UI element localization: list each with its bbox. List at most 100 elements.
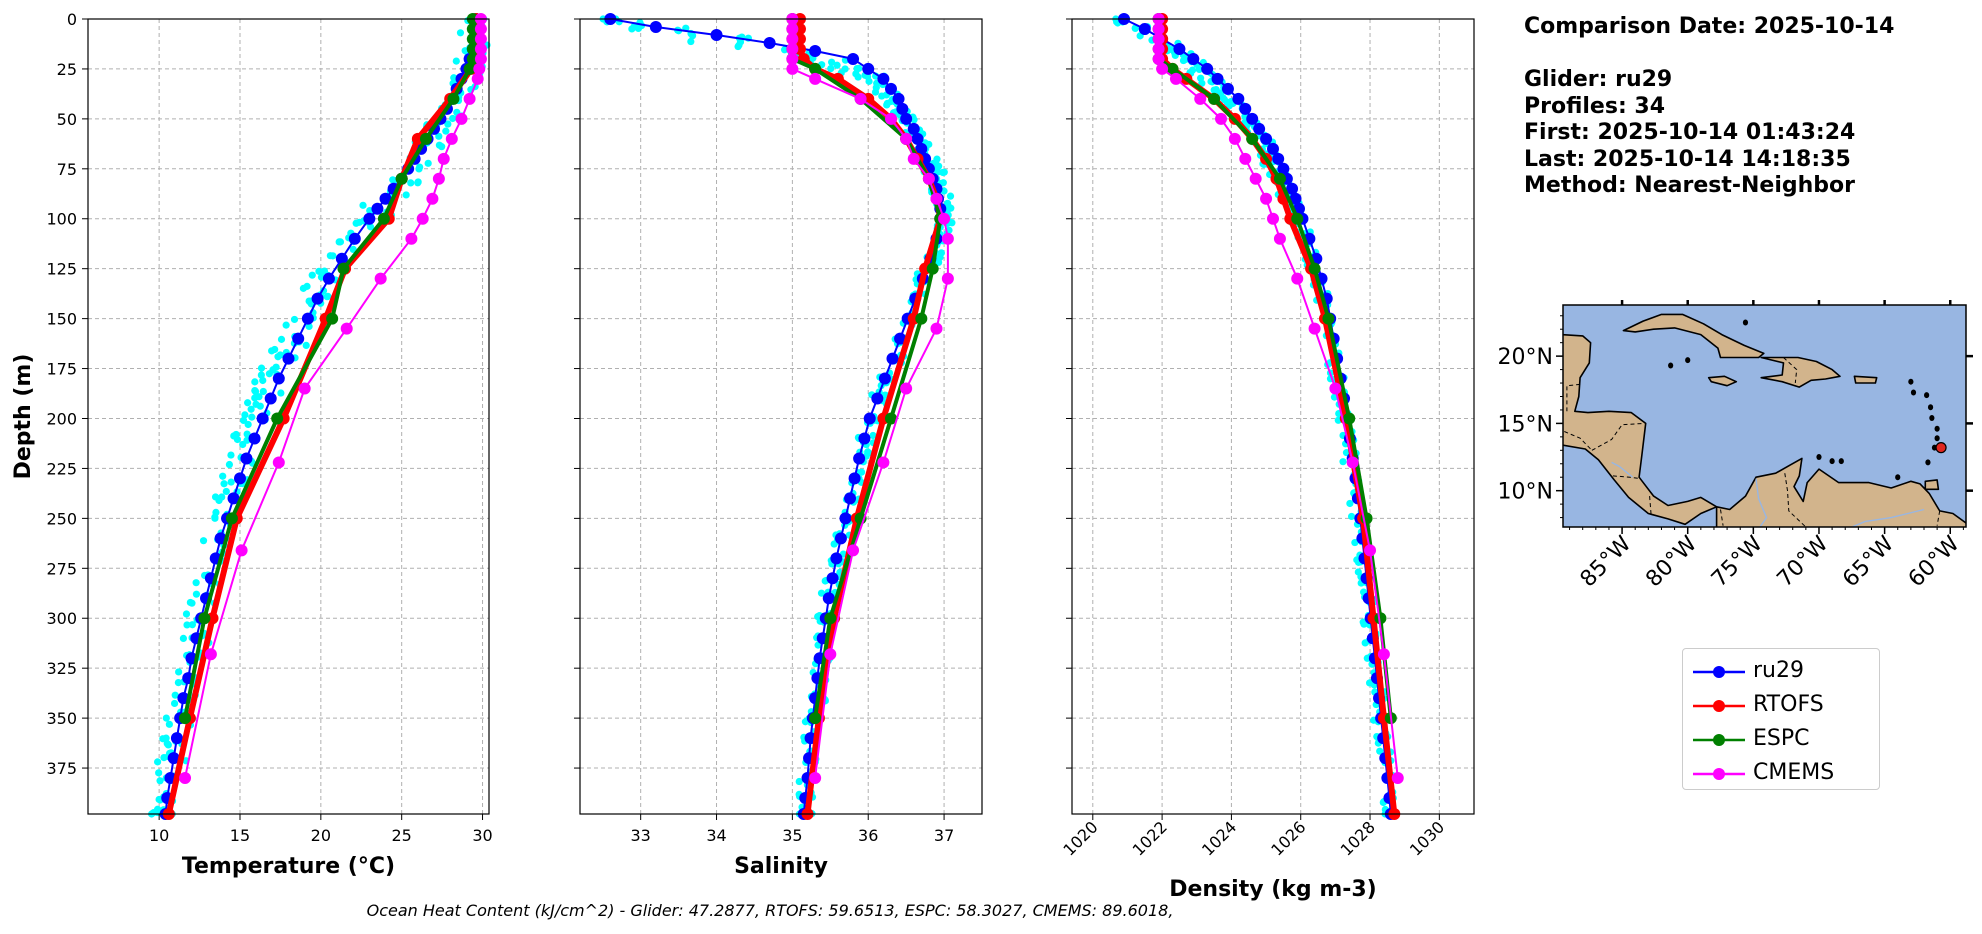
series-point-ru29 (1239, 102, 1252, 115)
glider-raw-point (222, 487, 230, 496)
land-island (1910, 389, 1917, 396)
series-point-ru29 (884, 82, 897, 95)
series-point-cmems (786, 52, 799, 65)
series-point-ru29 (240, 452, 253, 465)
land-island (1934, 435, 1940, 442)
series-point-espc (337, 262, 350, 275)
series-point-cmems (786, 62, 799, 75)
x-axis-label: Temperature (°C) (182, 854, 395, 879)
land-island (1816, 454, 1822, 461)
series-point-cmems (374, 272, 387, 285)
y-tick-label: 75 (57, 160, 77, 179)
series-point-cmems (900, 382, 913, 395)
land-island (1934, 425, 1940, 432)
series-point-ru29 (848, 472, 861, 485)
glider-raw-point (164, 741, 172, 749)
glider-raw-point (736, 38, 745, 46)
first-time: First: 2025-10-14 01:43:24 (1524, 120, 1856, 145)
glider-raw-point (243, 430, 251, 438)
map-lon-label: 80°W (1641, 531, 1702, 592)
series-point-cmems (1273, 232, 1286, 245)
glider-raw-point (795, 777, 803, 786)
series-point-ru29 (878, 372, 891, 385)
glider-raw-point (435, 141, 444, 149)
land-central-america (1563, 333, 1718, 526)
glider-raw-point (188, 621, 197, 629)
series-point-cmems (1291, 272, 1304, 285)
glider-raw-point (227, 451, 235, 459)
glider-raw-point (444, 120, 452, 128)
series-point-espc (1273, 172, 1286, 185)
series-point-ru29 (886, 352, 899, 365)
glider-raw-point (435, 132, 443, 140)
glider-raw-point (883, 101, 891, 109)
series-point-cmems (847, 544, 860, 557)
glider-raw-point (1339, 458, 1347, 466)
x-tick-label: 25 (392, 826, 412, 845)
series-point-cmems (179, 772, 192, 785)
y-tick-label: 350 (46, 709, 77, 728)
series-point-ru29 (826, 572, 839, 585)
legend-item-cmems: CMEMS (1683, 757, 1879, 791)
glider-raw-point (1212, 86, 1220, 94)
legend-label: ru29 (1753, 658, 1804, 683)
glider-raw-point (452, 57, 460, 65)
series-point-ru29 (1260, 132, 1273, 145)
glider-raw-point (153, 805, 162, 813)
glider-raw-point (414, 178, 422, 186)
series-point-cmems (1239, 152, 1252, 165)
series-point-ru29 (896, 102, 909, 115)
glider-raw-point (192, 590, 201, 598)
series-point-cmems (1156, 62, 1169, 75)
series-point-ru29 (348, 232, 361, 245)
land-trinidad (1924, 479, 1940, 491)
map-lat-label: 20°N (1498, 345, 1553, 370)
x-tick-label: 33 (630, 826, 650, 845)
glider-raw-point (153, 758, 162, 766)
glider-raw-point (299, 284, 307, 292)
series-point-ru29 (272, 372, 285, 385)
series-point-espc (1343, 412, 1356, 425)
series-point-cmems (786, 22, 799, 35)
series-point-ru29 (763, 36, 776, 49)
glider-raw-point (155, 769, 163, 777)
x-tick-label: 20 (311, 826, 331, 845)
country-border (1784, 473, 1807, 527)
river (1611, 461, 1634, 478)
land-island (1925, 459, 1931, 466)
glider-raw-point (402, 191, 410, 199)
y-tick-label: 175 (46, 360, 77, 379)
glider-raw-point (424, 159, 432, 167)
series-point-espc (1322, 312, 1335, 325)
glider-raw-point (940, 168, 948, 176)
glider-raw-point (415, 165, 423, 173)
series-point-ru29 (1286, 182, 1299, 195)
glider-raw-point (175, 668, 183, 676)
series-point-espc (1374, 612, 1387, 625)
series-point-ru29 (834, 532, 847, 545)
series-point-ru29 (915, 142, 928, 155)
series-point-ru29 (1289, 192, 1302, 205)
series-point-cmems (941, 232, 954, 245)
series-point-ru29 (1232, 92, 1245, 105)
y-tick-label: 50 (57, 110, 77, 129)
glider-raw-point (308, 271, 316, 279)
series-line-cmems (1157, 19, 1399, 779)
glider-raw-point (252, 400, 260, 408)
series-point-espc (447, 92, 460, 105)
glider-raw-point (162, 714, 170, 722)
series-point-cmems (272, 456, 285, 469)
series-point-ru29 (900, 112, 913, 125)
y-tick-label: 100 (46, 210, 77, 229)
map-frame (1562, 304, 1967, 528)
series-point-espc (225, 512, 238, 525)
glider-raw-point (159, 735, 167, 743)
glider-raw-point (329, 252, 337, 260)
series-point-ru29 (248, 432, 261, 445)
series-point-ru29 (292, 332, 305, 345)
series-point-cmems (455, 112, 468, 125)
series-point-cmems (941, 272, 954, 285)
series-point-cmems (922, 172, 935, 185)
series-point-cmems (1215, 112, 1228, 125)
series-point-cmems (824, 648, 837, 661)
